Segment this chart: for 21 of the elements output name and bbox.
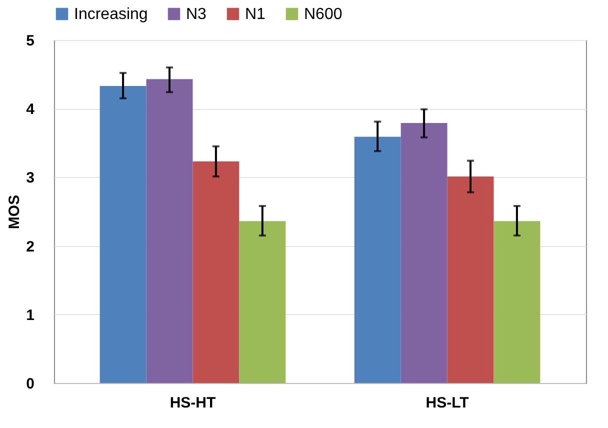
y-tick-label: 5 — [26, 32, 34, 50]
legend-label: N600 — [304, 6, 342, 23]
y-tick-label: 1 — [26, 306, 34, 324]
bar — [400, 123, 448, 383]
legend-label: N1 — [245, 6, 266, 23]
bar — [100, 86, 146, 383]
y-tick-label: 0 — [26, 376, 34, 392]
bar — [447, 176, 494, 383]
x-tick-label: HS-HT — [170, 394, 216, 412]
y-tick-label: 2 — [26, 238, 34, 256]
bar — [354, 136, 401, 383]
y-tick-label: 3 — [26, 170, 34, 187]
x-tick-label: HS-LT — [426, 394, 469, 412]
y-axis-title: MOS — [6, 194, 24, 230]
bar — [239, 221, 286, 383]
bar — [494, 221, 540, 383]
bar — [146, 79, 193, 383]
legend-label: N3 — [186, 6, 207, 23]
legend-label: Increasing — [74, 6, 148, 23]
bar — [192, 161, 240, 383]
y-tick-label: 4 — [26, 101, 36, 118]
